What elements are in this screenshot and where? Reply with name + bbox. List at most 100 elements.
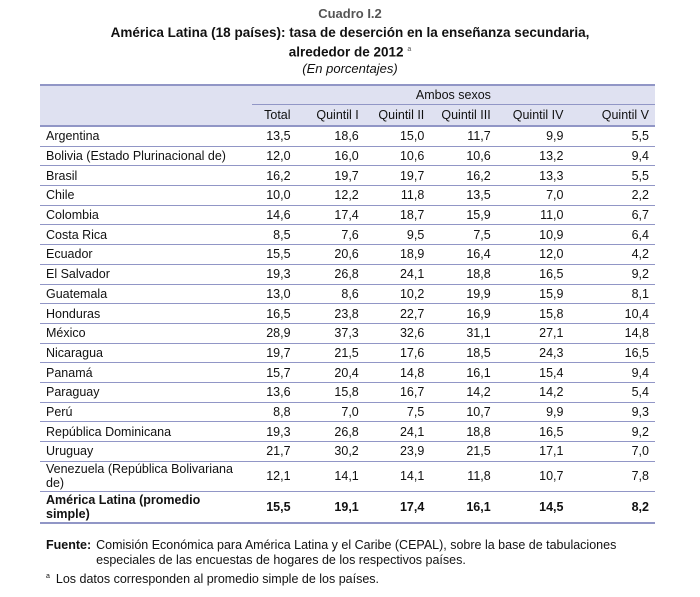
- value-cell: 11,7: [430, 126, 497, 147]
- value-cell: 24,3: [496, 343, 570, 364]
- notes: Fuente: Comisión Económica para América …: [46, 538, 656, 587]
- value-cell: 21,5: [430, 441, 497, 462]
- value-cell: 18,7: [364, 205, 431, 226]
- value-cell: 21,7: [251, 441, 297, 462]
- country-name: El Salvador: [40, 264, 252, 285]
- value-cell: 5,4: [569, 382, 655, 403]
- column-header: Quintil I: [296, 104, 365, 127]
- value-cell: 6,7: [569, 205, 655, 226]
- value-cell: 17,1: [496, 441, 570, 462]
- table-title: América Latina (18 países): tasa de dese…: [0, 24, 700, 61]
- table-row: Chile 10,0 12,2 11,8 13,5 7,0 2,2: [40, 185, 655, 206]
- country-name: Paraguay: [40, 382, 252, 403]
- source-note: Fuente: Comisión Económica para América …: [46, 538, 656, 568]
- value-cell: 15,5: [251, 491, 297, 524]
- value-cell: 14,8: [364, 362, 431, 383]
- table-row: Colombia 14,6 17,4 18,7 15,9 11,0 6,7: [40, 205, 655, 226]
- value-cell: 13,3: [496, 165, 570, 187]
- table-row: Honduras 16,5 23,8 22,7 16,9 15,8 10,4: [40, 303, 655, 324]
- value-cell: 15,5: [251, 244, 297, 265]
- value-cell: 13,5: [251, 126, 297, 147]
- value-cell: 10,9: [496, 224, 570, 246]
- value-cell: 19,7: [364, 165, 431, 187]
- footnote-text: Los datos corresponden al promedio simpl…: [55, 572, 380, 587]
- value-cell: 13,0: [251, 284, 297, 305]
- value-cell: 12,2: [296, 185, 365, 206]
- value-cell: 16,1: [430, 362, 497, 383]
- value-cell: 10,7: [430, 402, 497, 423]
- value-cell: 16,5: [569, 343, 655, 364]
- value-cell: 17,4: [296, 205, 365, 226]
- table-row: Guatemala 13,0 8,6 10,2 19,9 15,9 8,1: [40, 284, 655, 305]
- table-label: Cuadro I.2: [318, 6, 382, 21]
- value-cell: 19,3: [251, 421, 297, 442]
- table-row: República Dominicana 19,3 26,8 24,1 18,8 16,5…: [40, 421, 655, 442]
- value-cell: 26,8: [296, 264, 365, 285]
- value-cell: 8,2: [569, 491, 655, 524]
- country-name: Guatemala: [40, 284, 252, 305]
- country-name: Colombia: [40, 205, 252, 226]
- value-cell: 16,5: [496, 421, 570, 442]
- column-header: Quintil V: [569, 104, 655, 127]
- value-cell: 11,8: [364, 185, 431, 206]
- country-name: Venezuela (República Bolivariana de): [40, 461, 252, 492]
- value-cell: 9,2: [569, 264, 655, 285]
- country-name: Perú: [40, 402, 252, 423]
- value-cell: 9,3: [569, 402, 655, 423]
- value-cell: 4,2: [569, 244, 655, 265]
- value-cell: 14,2: [430, 382, 497, 403]
- value-cell: 13,6: [251, 382, 297, 403]
- value-cell: 16,7: [364, 382, 431, 403]
- value-cell: 13,2: [496, 146, 570, 167]
- value-cell: 10,6: [364, 146, 431, 167]
- value-cell: 15,4: [496, 362, 570, 383]
- country-name: Argentina: [40, 126, 252, 147]
- table-row: Brasil 16,2 19,7 19,7 16,2 13,3 5,5: [40, 165, 655, 187]
- value-cell: 16,2: [251, 165, 297, 187]
- value-cell: 7,5: [430, 224, 497, 246]
- country-name: República Dominicana: [40, 421, 252, 442]
- value-cell: 10,6: [430, 146, 497, 167]
- value-cell: 7,5: [364, 402, 431, 423]
- table-subtitle: (En porcentajes): [302, 61, 398, 76]
- value-cell: 15,9: [496, 284, 570, 305]
- value-cell: 20,6: [296, 244, 365, 265]
- value-cell: 15,7: [251, 362, 297, 383]
- value-cell: 18,8: [430, 264, 497, 285]
- table-row: Paraguay 13,6 15,8 16,7 14,2 14,2 5,4: [40, 382, 655, 403]
- country-name: Uruguay: [40, 441, 252, 462]
- value-cell: 15,8: [296, 382, 365, 403]
- country-name: México: [40, 323, 252, 344]
- value-cell: 16,4: [430, 244, 497, 265]
- country-name: América Latina (promedio simple): [40, 491, 252, 524]
- value-cell: 18,6: [296, 126, 365, 147]
- value-cell: 9,2: [569, 421, 655, 442]
- source-text: Comisión Económica para América Latina y…: [96, 538, 617, 567]
- table-row: El Salvador 19,3 26,8 24,1 18,8 16,5 9,2: [40, 264, 655, 285]
- value-cell: 20,4: [296, 362, 365, 383]
- data-table: Ambos sexos Total Quintil I Quintil II Quin…: [40, 84, 655, 524]
- value-cell: 19,9: [430, 284, 497, 305]
- country-name: Nicaragua: [40, 343, 252, 364]
- value-cell: 8,5: [251, 224, 297, 246]
- table-row: Argentina 13,5 18,6 15,0 11,7 9,9 5,5: [40, 126, 655, 147]
- total-row: América Latina (promedio simple) 15,5 19,1…: [40, 491, 655, 524]
- value-cell: 9,9: [496, 126, 570, 147]
- value-cell: 8,8: [251, 402, 297, 423]
- value-cell: 9,4: [569, 146, 655, 167]
- value-cell: 7,8: [569, 461, 655, 492]
- table-row: Perú 8,8 7,0 7,5 10,7 9,9 9,3: [40, 402, 655, 423]
- value-cell: 14,1: [296, 461, 365, 492]
- value-cell: 24,1: [364, 264, 431, 285]
- value-cell: 17,4: [364, 491, 431, 524]
- source-label: Fuente:: [46, 538, 92, 552]
- value-cell: 13,5: [430, 185, 497, 206]
- value-cell: 19,7: [296, 165, 365, 187]
- value-cell: 18,5: [430, 343, 497, 364]
- title-line-2: alrededor de 2012 a: [288, 44, 412, 60]
- country-name: Ecuador: [40, 244, 252, 265]
- value-cell: 7,0: [496, 185, 570, 206]
- column-header: Quintil III: [430, 104, 497, 127]
- country-name: Bolivia (Estado Plurinacional de): [40, 146, 252, 167]
- value-cell: 32,6: [364, 323, 431, 344]
